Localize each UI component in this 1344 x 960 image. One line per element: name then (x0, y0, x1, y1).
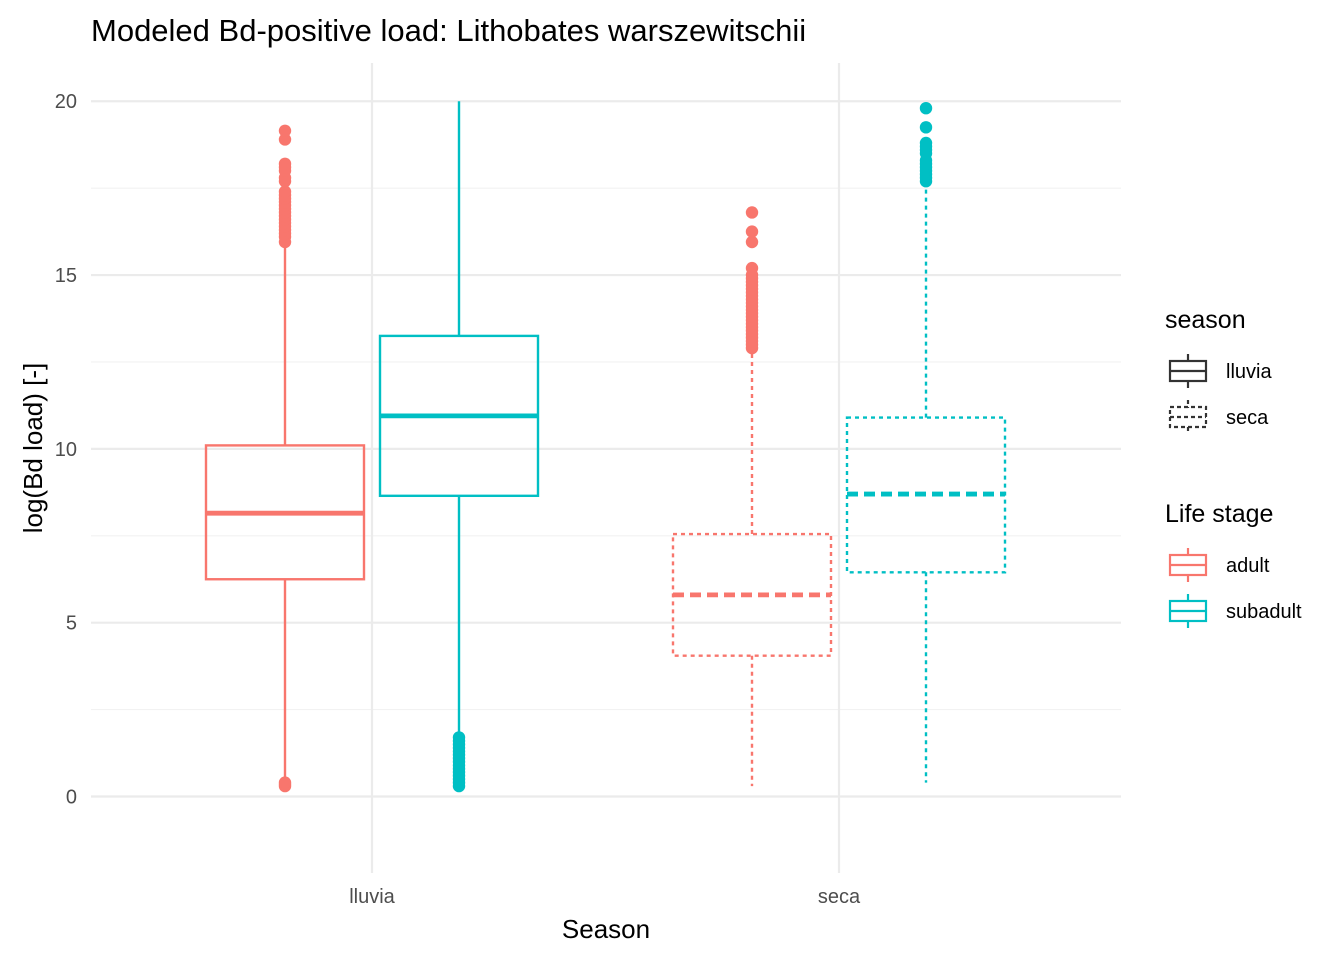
y-tick-label: 20 (55, 91, 77, 113)
y-tick-label: 10 (55, 439, 77, 461)
outlier-point (278, 776, 292, 789)
outlier-point (278, 133, 292, 146)
y-tick-label: 5 (66, 613, 77, 635)
grid (91, 63, 1121, 873)
outlier-point (278, 124, 292, 137)
y-axis-title: log(Bd load) [-] (18, 363, 48, 534)
legend-item-seca: seca (1168, 400, 1269, 434)
box-seca-subadult (845, 101, 1007, 783)
x-axis-ticks: lluvia seca (349, 886, 861, 908)
outlier-point (745, 206, 759, 219)
legend-label: adult (1226, 555, 1270, 577)
x-tick-label: lluvia (349, 886, 395, 908)
legend-item-lluvia: lluvia (1168, 354, 1272, 388)
box-lluvia-adult (204, 124, 366, 793)
chart-title: Modeled Bd-positive load: Lithobates war… (91, 13, 806, 48)
x-tick-label: seca (818, 886, 861, 908)
outlier-point (919, 121, 933, 134)
legend-item-subadult: subadult (1168, 594, 1302, 628)
outlier-point (745, 225, 759, 238)
box-lluvia-subadult (378, 101, 540, 793)
legend-label: lluvia (1226, 361, 1272, 383)
legend-item-adult: adult (1168, 548, 1270, 582)
outlier-point (278, 185, 292, 198)
legend-label: subadult (1226, 601, 1302, 623)
outlier-point (919, 136, 933, 150)
x-axis-title: Season (562, 914, 650, 944)
y-axis-ticks: 0 5 10 15 20 (55, 91, 77, 808)
legend-title-life-stage: Life stage (1165, 500, 1273, 528)
box-seca-adult (671, 206, 833, 787)
outlier-point (278, 157, 292, 171)
legend: season lluvia seca Life stage adult subadult (1165, 306, 1302, 628)
y-tick-label: 15 (55, 265, 77, 287)
outlier-point (745, 235, 759, 249)
y-tick-label: 0 (66, 787, 77, 809)
outlier-point (452, 731, 466, 744)
legend-title-season: season (1165, 306, 1246, 334)
legend-label: seca (1226, 407, 1269, 429)
outlier-point (745, 261, 759, 275)
outlier-point (919, 101, 933, 115)
boxes (204, 101, 1007, 793)
